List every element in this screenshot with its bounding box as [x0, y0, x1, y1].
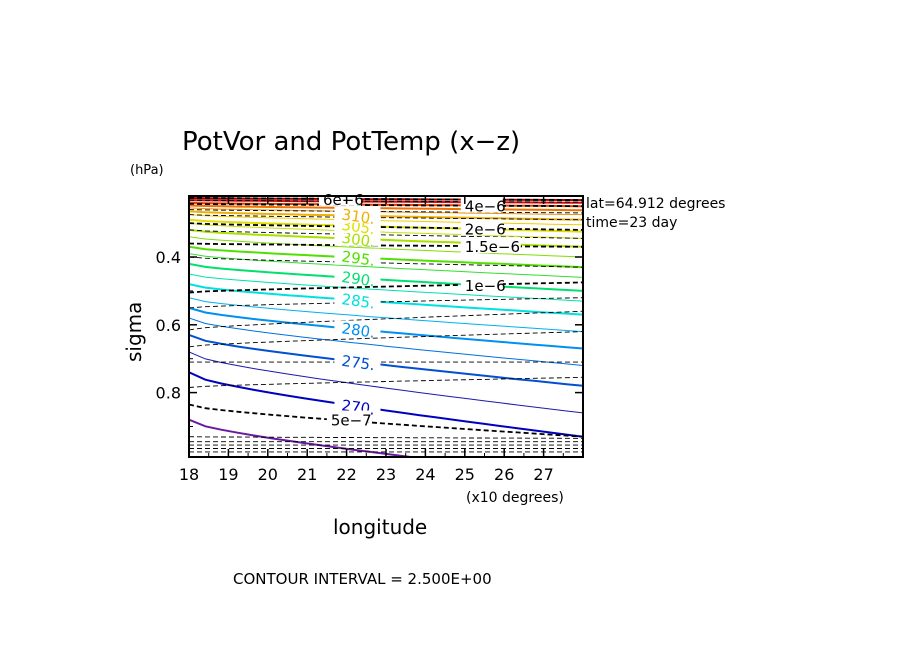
pottemp-contour-280: [189, 306, 583, 350]
potvor-label-bg-5e-7: [326, 410, 369, 427]
info-lat: lat=64.912 degrees: [586, 196, 725, 212]
potvor-contour-2e-6: [189, 222, 583, 231]
pottemp-contour-275: [189, 334, 583, 387]
pottemp-contour-295: [189, 245, 583, 269]
pottemp-label-bg-285: [334, 291, 381, 308]
x-tick-label-21: 21: [297, 465, 317, 484]
pottemp-label-bg-295: [334, 248, 381, 265]
pottemp-label-bg-290: [334, 269, 381, 286]
y-axis-label: sigma: [122, 302, 146, 362]
pottemp-label-275: 275.: [340, 352, 376, 374]
pottemp-contour-282.5: [189, 297, 583, 333]
pottemp-contour-312.5: [189, 207, 583, 216]
contour-interval-note: CONTOUR INTERVAL = 2.500E+00: [233, 570, 492, 588]
pottemp-contour-290: [189, 262, 583, 292]
pottemp-label-285: 285.: [340, 290, 376, 312]
y-units-label: (hPa): [130, 163, 164, 178]
pottemp-contour-307.5: [189, 214, 583, 226]
pottemp-label-bg-310: [334, 206, 381, 223]
potvor-label-2e-6: 2e−6: [465, 220, 506, 238]
pottemp-contour-315: [189, 204, 583, 212]
chart-title: PotVor and PotTemp (x−z): [182, 127, 520, 157]
pottemp-contour-310: [189, 210, 583, 221]
potvor-contour-7.5e-7: [189, 331, 583, 348]
pottemp-label-300: 300.: [340, 229, 376, 251]
pottemp-label-280: 280.: [340, 319, 376, 341]
pottemp-label-bg-280: [334, 320, 381, 337]
potvor-contour-6e-6: [189, 196, 583, 201]
potvor-label-5e-7: 5e−7: [331, 412, 372, 430]
pottemp-contour-305: [189, 218, 583, 233]
potvor-label-6e-6: 6e−6: [323, 191, 364, 209]
x-axis-ticks: 18 19 20 21 22 23 24 25 26 27: [179, 196, 564, 484]
pottemp-contour-270: [189, 371, 583, 438]
y-tick-label-0.4: 0.4: [156, 248, 181, 267]
potvor-contour-4e-6: [189, 202, 583, 208]
potvor-contour-3e-6: [189, 209, 583, 214]
x-tick-label-27: 27: [533, 465, 553, 484]
pottemp-contour-287.5: [189, 273, 583, 302]
pottemp-label-bg-300: [334, 229, 381, 246]
x-tick-label-18: 18: [179, 465, 199, 484]
x-units-label: (x10 degrees): [466, 490, 564, 506]
pottemp-label-290: 290.: [340, 268, 376, 290]
potvor-contour-8e-7: [189, 310, 583, 331]
potvor-contour-8.75e-7: [189, 297, 583, 309]
x-tick-label-22: 22: [336, 465, 356, 484]
x-tick-label-26: 26: [494, 465, 514, 484]
potvor-label-1.5e-6: 1.5e−6: [465, 238, 520, 256]
y-tick-label-0.8: 0.8: [156, 384, 181, 403]
potvor-contour-4e-7: [189, 436, 583, 439]
x-axis-label: longitude: [333, 515, 427, 539]
potvor-contour-6.5e-7: [189, 376, 583, 388]
potvor-contour-1e-6: [189, 281, 583, 294]
pottemp-contour-272.5: [189, 351, 583, 414]
y-tick-label-0.6: 0.6: [156, 316, 181, 335]
pottemp-contour-285: [189, 283, 583, 316]
pottemp-label-310: 310.: [340, 206, 376, 228]
x-tick-label-20: 20: [258, 465, 278, 484]
pottemp-contour-297.5: [189, 236, 583, 258]
potvor-contour-5e-7: [189, 403, 583, 438]
pottemp-contour-277.5: [189, 317, 583, 366]
contour-labels: 270.275.280.285.290.295.300.305.310.6e−6…: [318, 189, 521, 430]
pottemp-contour-302.5: [189, 222, 583, 239]
potvor-contour-1.25e-6: [189, 256, 583, 268]
x-tick-label-19: 19: [218, 465, 238, 484]
potvor-label-bg-6e-6: [318, 189, 361, 206]
x-tick-label-24: 24: [415, 465, 435, 484]
x-tick-label-25: 25: [455, 465, 475, 484]
potvor-label-bg-1.5e-6: [460, 237, 521, 254]
potvor-label-bg-2e-6: [460, 219, 503, 236]
potvor-label-bg-1e-6: [460, 275, 503, 292]
potvor-label-1e-6: 1e−6: [465, 277, 506, 295]
y-axis-ticks: 0.4 0.6 0.8: [156, 222, 583, 427]
info-time: time=23 day: [586, 215, 677, 231]
potvor-contour-5e-6: [189, 199, 583, 203]
potvor-contour-2.5e-6: [189, 214, 583, 221]
pottemp-label-bg-275: [334, 353, 381, 370]
x-tick-label-23: 23: [376, 465, 396, 484]
pottemp-label-295: 295.: [340, 247, 376, 269]
pottemp-label-bg-270: [334, 397, 381, 414]
potvor-label-4e-6: 4e−6: [465, 198, 506, 216]
potvor-label-bg-4e-6: [460, 196, 503, 213]
